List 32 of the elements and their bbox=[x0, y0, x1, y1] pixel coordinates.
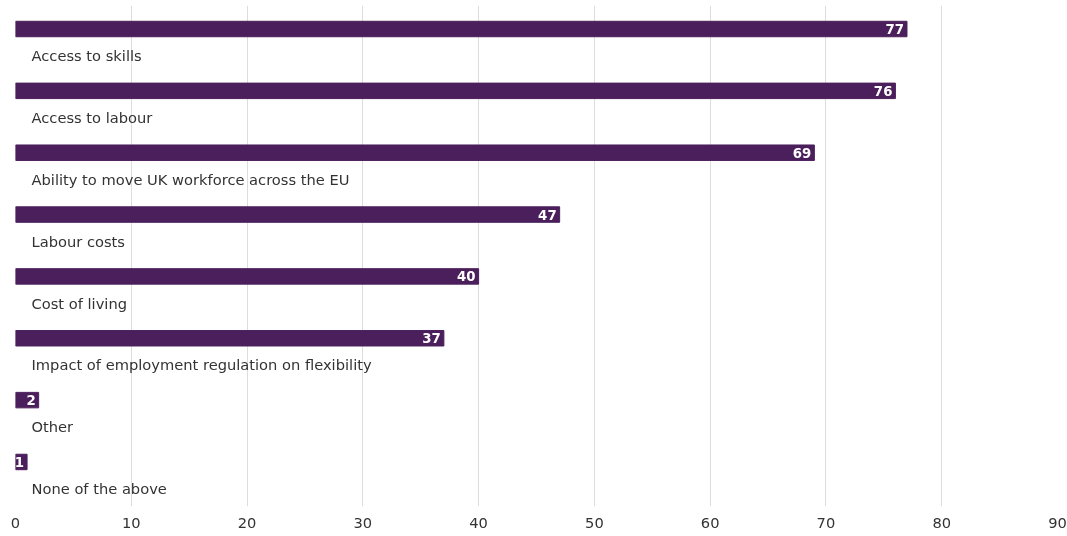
x-tick-label: 20 bbox=[237, 513, 257, 531]
y-tick-label: None of the above bbox=[31, 480, 167, 498]
y-tick-label: Other bbox=[31, 418, 75, 436]
data-label: 1 bbox=[14, 454, 25, 470]
data-label: 69 bbox=[792, 145, 812, 161]
x-tick-label: 30 bbox=[353, 513, 373, 531]
data-label: 37 bbox=[422, 331, 441, 347]
data-label: 2 bbox=[26, 393, 36, 409]
bar bbox=[15, 330, 445, 347]
data-label: 47 bbox=[538, 207, 557, 223]
bar bbox=[15, 82, 896, 100]
x-tick-label: 10 bbox=[121, 513, 141, 531]
x-tick-label: 60 bbox=[700, 513, 720, 531]
y-tick-label: Impact of employment regulation on flexibility bbox=[31, 356, 372, 374]
x-tick-label: 0 bbox=[10, 513, 21, 531]
bar bbox=[15, 20, 908, 38]
y-tick-label: Cost of living bbox=[31, 294, 128, 312]
y-tick-label: Labour costs bbox=[31, 232, 125, 250]
x-tick-label: 70 bbox=[816, 513, 836, 531]
x-tick-label: 50 bbox=[585, 513, 604, 531]
x-tick-label: 40 bbox=[469, 513, 488, 531]
x-tick-label: 90 bbox=[1048, 513, 1067, 531]
data-label: 40 bbox=[457, 269, 476, 285]
bar bbox=[15, 206, 561, 223]
y-tick-label: Ability to move UK workforce across the EU bbox=[31, 170, 350, 188]
data-label: 76 bbox=[873, 83, 893, 99]
y-tick-label: Access to skills bbox=[31, 47, 142, 65]
bar bbox=[15, 144, 815, 161]
y-tick-label: Access to labour bbox=[31, 108, 154, 126]
data-label: 77 bbox=[885, 22, 904, 37]
bar bbox=[15, 268, 480, 285]
x-tick-label: 80 bbox=[932, 513, 952, 531]
